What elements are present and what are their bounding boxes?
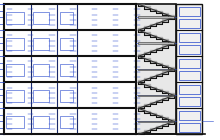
Bar xyxy=(179,85,200,94)
Bar xyxy=(33,64,49,76)
Bar xyxy=(33,38,49,50)
Bar xyxy=(6,90,24,102)
Bar xyxy=(176,4,202,134)
Bar xyxy=(179,45,200,54)
Bar xyxy=(138,121,174,122)
Bar xyxy=(179,59,200,68)
Bar xyxy=(179,97,200,106)
Bar xyxy=(138,16,174,18)
Bar xyxy=(6,38,24,50)
Bar xyxy=(138,68,174,70)
Bar xyxy=(60,90,73,102)
Bar xyxy=(60,38,73,50)
Bar xyxy=(179,18,200,28)
Bar xyxy=(179,71,200,80)
Bar xyxy=(179,111,200,120)
Bar xyxy=(138,94,174,96)
Bar xyxy=(33,116,49,128)
Bar xyxy=(60,64,73,76)
Bar xyxy=(60,12,73,24)
Bar xyxy=(179,123,200,132)
Bar xyxy=(179,7,200,16)
Bar xyxy=(33,12,49,24)
Bar xyxy=(138,42,174,44)
Bar xyxy=(6,12,24,24)
Bar xyxy=(6,64,24,76)
Bar xyxy=(33,90,49,102)
Bar xyxy=(136,4,176,134)
Bar xyxy=(6,116,24,128)
Bar xyxy=(179,33,200,42)
Bar xyxy=(60,116,73,128)
